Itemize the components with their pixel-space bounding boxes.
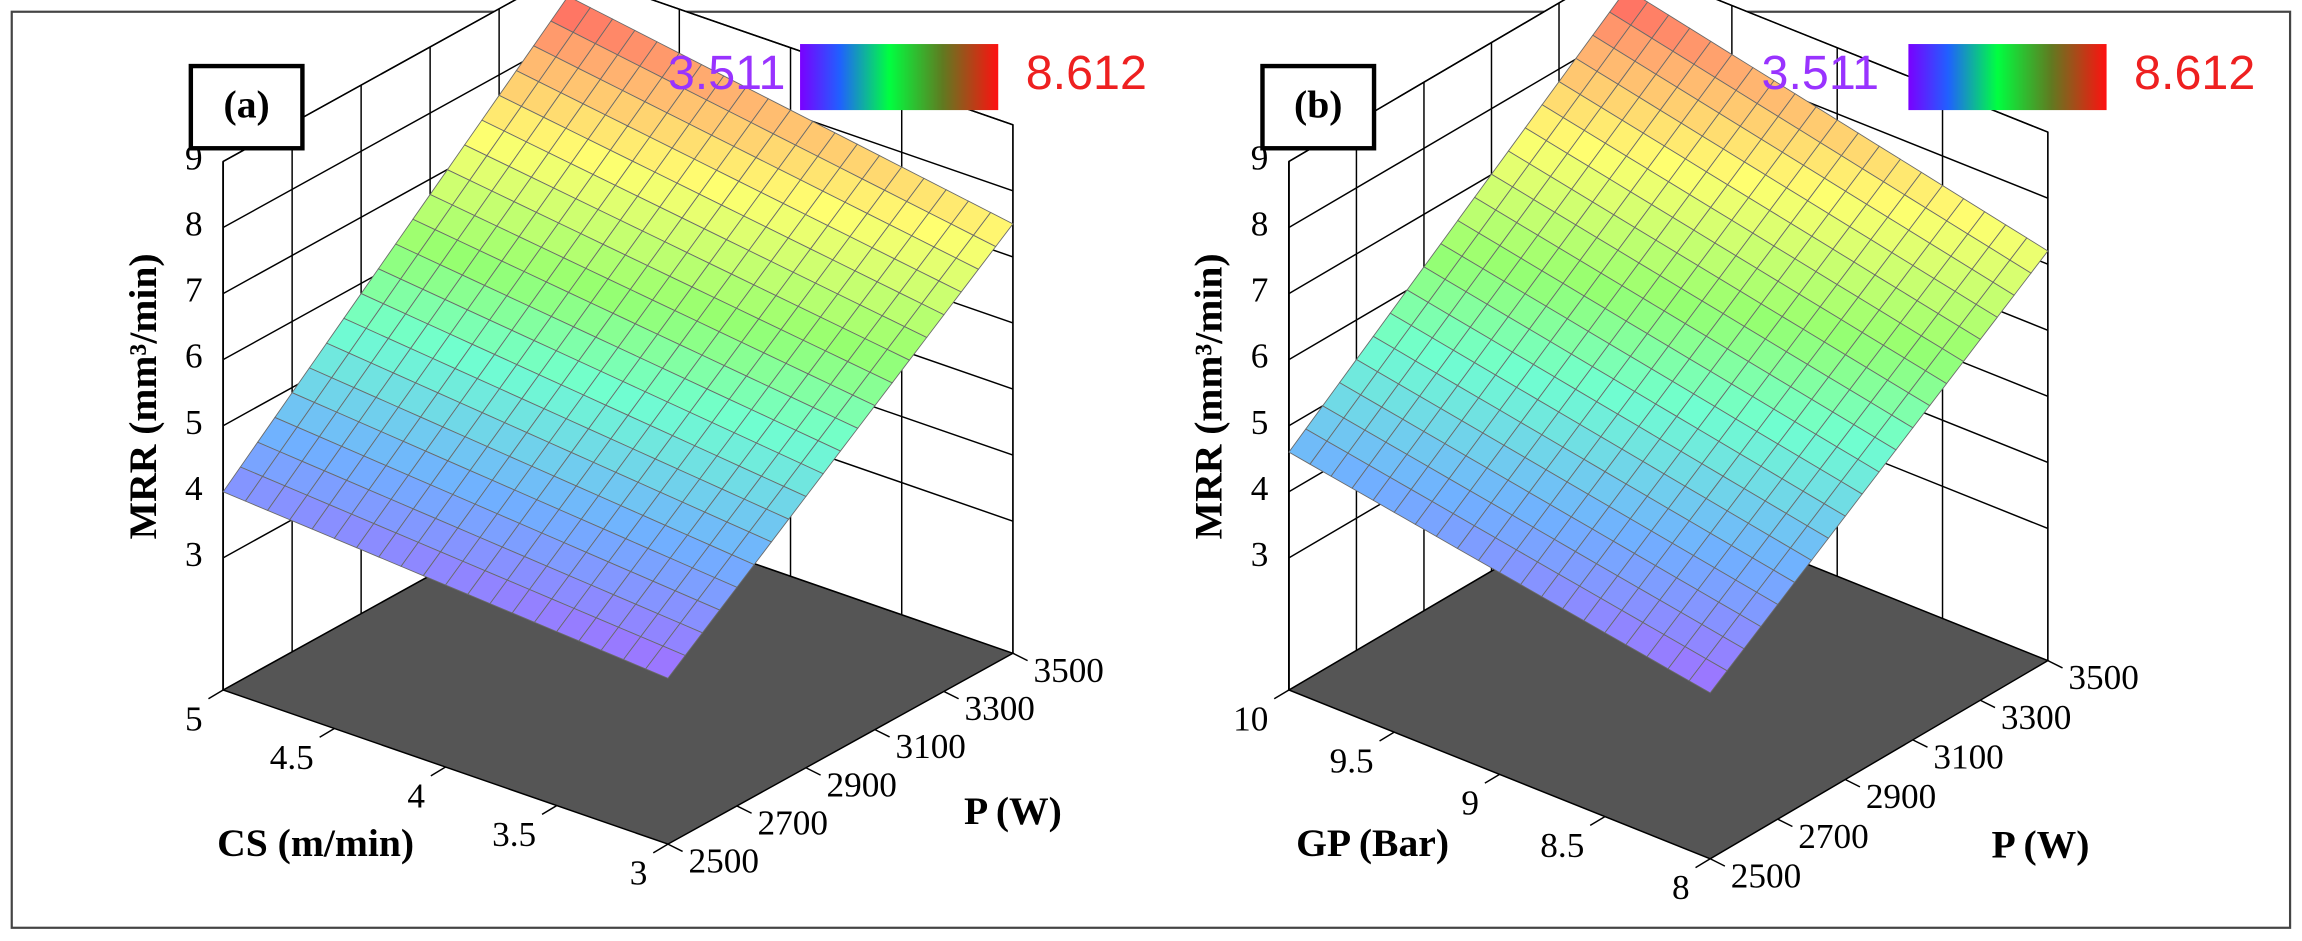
colorbar [1908,44,2107,111]
tick-mark [1589,815,1606,827]
tick-mark [1273,689,1290,700]
y-tick-label: 2700 [1798,817,1868,856]
y-axis-label: P (W) [964,789,1062,833]
z-axis-label: MRR (mm³/min) [121,253,165,539]
tick-mark [805,767,821,776]
z-tick-label: 3 [185,535,203,574]
panel-label-box [188,63,305,151]
z-tick-label: 3 [1251,535,1269,574]
tick-mark [1709,858,1726,867]
tick-mark [1980,699,1996,709]
tick-mark [652,843,669,854]
x-tick-label: 4 [407,776,425,815]
colorbar-max: 8.612 [1026,46,1147,100]
x-axis-label: CS (m/min) [217,821,414,865]
tick-mark [1012,652,1028,662]
grid-line [1288,0,2049,163]
z-axis-label: MRR (mm³/min) [1187,253,1231,539]
z-tick-label: 5 [185,403,203,442]
tick-mark [1379,731,1395,742]
surface-cell [1688,658,1728,694]
tick-mark [1695,858,1711,869]
y-tick-label: 3500 [1033,651,1103,690]
x-tick-label: 5 [185,699,203,738]
tick-mark [1484,773,1500,784]
tick-mark [874,728,890,738]
x-tick-label: 9 [1461,784,1479,823]
y-tick-label: 3100 [895,727,965,766]
panel-label-box [1260,63,1377,151]
x-tick-label: 8.5 [1540,826,1584,865]
panel-label: (b) [1294,83,1342,127]
colorbar-min: 3.511 [668,46,786,100]
tick-mark [319,727,335,738]
x-axis-label: GP (Bar) [1296,821,1449,865]
colorbar [800,44,999,111]
z-tick-label: 5 [1251,403,1269,442]
y-tick-label: 3500 [2068,658,2138,697]
tick-mark [667,843,683,853]
tick-mark [1777,818,1793,828]
y-tick-label: 3300 [2001,698,2071,737]
z-tick-label: 7 [185,271,203,310]
tick-mark [943,690,959,700]
tick-mark [2047,659,2063,669]
y-tick-label: 2900 [826,765,896,804]
z-tick-label: 4 [1251,469,1269,508]
colorbar-min: 3.511 [1762,46,1880,100]
z-tick-label: 8 [185,205,203,244]
x-tick-label: 10 [1233,699,1268,738]
figure-body: 345678925002700290031003300350033.544.55… [10,0,2292,929]
z-tick-label: 8 [1251,205,1269,244]
tick-mark [1844,778,1861,788]
surface-cell [645,645,686,679]
y-tick-label: 2900 [1866,777,1936,816]
x-tick-label: 8 [1672,868,1690,907]
x-tick-label: 3 [630,853,648,892]
z-tick-label: 4 [185,469,203,508]
x-tick-label: 4.5 [270,738,314,777]
tick-mark [1912,739,1928,748]
tick-mark [430,766,446,777]
panel-label: (a) [224,83,270,127]
tick-mark [736,805,752,814]
y-tick-label: 2500 [688,842,758,881]
colorbar-max: 8.612 [2134,46,2255,100]
frame [10,10,2292,929]
y-tick-label: 3100 [1933,738,2003,777]
y-tick-label: 2700 [757,804,827,843]
x-tick-label: 9.5 [1330,742,1374,781]
y-tick-label: 2500 [1731,856,1801,895]
tick-mark [541,804,558,816]
x-tick-label: 3.5 [492,815,536,854]
z-tick-label: 7 [1251,271,1269,310]
z-tick-label: 6 [1251,337,1269,376]
y-axis-label: P (W) [1992,823,2090,867]
tick-mark [208,689,224,700]
z-tick-label: 6 [185,337,203,376]
y-tick-label: 3300 [964,689,1034,728]
